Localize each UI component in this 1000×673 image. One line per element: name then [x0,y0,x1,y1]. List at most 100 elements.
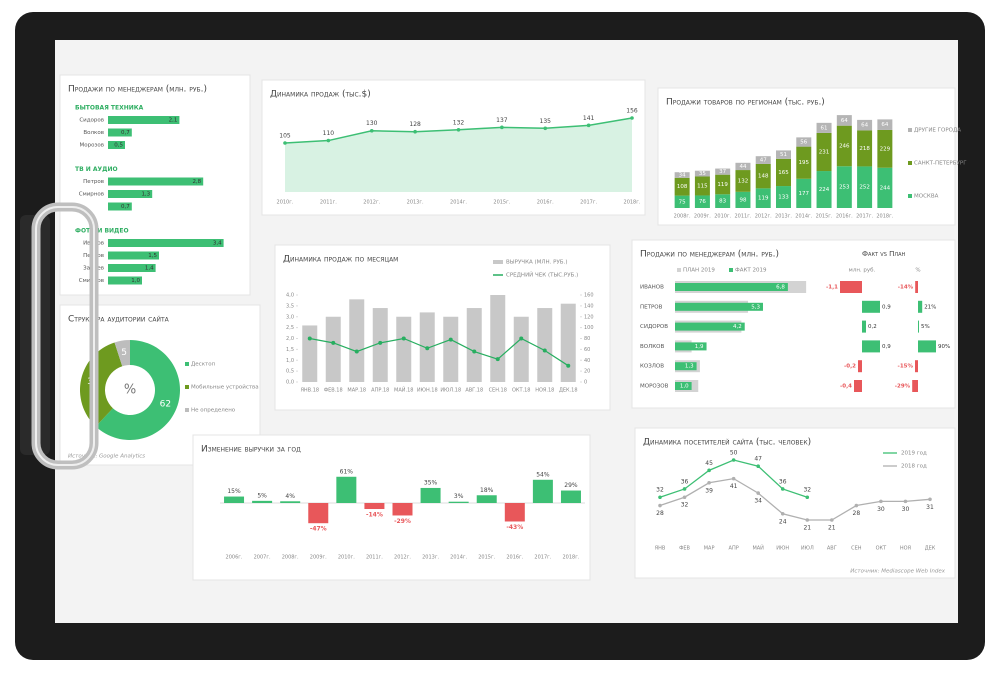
bar [108,190,153,198]
y-tick-label: 1,0 [286,358,294,364]
bar [420,487,441,503]
seg-value: 218 [859,146,870,152]
seg-value: 47 [760,158,767,164]
seg-value: 244 [880,185,891,191]
point [519,336,524,341]
point-label: 29% [564,482,578,489]
bar-segment [857,166,873,208]
x-tick-label: МАЙ [752,545,764,552]
legend-label: 2019 год [901,451,927,457]
row-label: МОРОЗОВ [640,384,669,390]
deviation-label: 90% [938,344,950,350]
point-label: 31 [926,504,934,511]
legend-label: Мобильные устройства [191,384,259,391]
x-tick-label: 2010г. [714,214,731,220]
deviation-label: -15% [898,364,914,370]
point-label: 141 [583,115,595,122]
bar-segment [715,174,731,195]
fact-bar [675,283,788,291]
y-tick-label: 80 [584,336,590,342]
x-tick-label: 2015г. [478,555,495,561]
bar [466,308,482,382]
bar-segment [735,170,751,192]
seg-value: 34 [679,173,686,179]
bar-value: 2,1 [169,118,178,124]
legend-swatch [185,385,189,389]
bar-segment [877,119,893,130]
bar-value: 3,4 [213,241,222,247]
y-tick-label: 60 [584,347,590,353]
x-tick-label: АВГ [827,546,837,552]
seg-value: 76 [699,199,706,205]
deviation-label: 5% [921,324,930,330]
x-tick-label: МАЙ.18 [394,387,413,394]
seg-value: 5,3 [751,304,760,310]
deviation_pct-bar [915,360,918,373]
point [401,336,406,341]
panel [634,427,956,579]
point-label neg-label: -29% [394,518,411,525]
legend-swatch [908,128,912,132]
seg-value: 108 [677,184,688,190]
bar-value: 0,7 [121,130,130,136]
legend-label: Десктоп [191,362,216,368]
point [326,138,331,143]
point-label: 41 [730,483,738,490]
seg-value: 37 [719,169,726,175]
bar-segment [674,177,690,196]
row-label: Петров [83,179,104,185]
bar-segment [674,172,690,178]
point [630,116,634,120]
point [413,129,417,134]
bar [476,495,497,503]
line [659,477,931,521]
panel-title: Динамика продаж по месяцам [283,255,398,265]
point [456,127,461,132]
legend-swatch [677,268,681,272]
y-tick-label: 140 [584,303,594,309]
point-label: 32 [656,487,664,494]
x-tick-label: 2014г. [450,555,467,561]
deviation-bar [862,300,880,313]
x-tick-label: АПР [729,546,739,552]
x-tick-label: 2012г. [394,555,411,561]
seg-value: 165 [778,170,789,176]
bar [349,299,365,382]
x-tick-label: 2011г. [366,555,383,561]
x-tick-label: 2007г. [254,555,271,561]
y-tick-label: 3,0 [286,314,294,320]
deviation-label: 0,2 [868,324,877,330]
line [659,459,808,498]
bar-segment [857,130,873,167]
panel-title: Продажи по менеджерам (млн. руб.) [68,85,207,95]
x-tick-label: 2015г. [816,214,833,220]
deviation-bar [854,380,862,392]
bar-value: 2,8 [192,179,201,185]
y-tick-label: 40 [584,358,590,364]
bar-segment [755,156,771,164]
bar-segment [796,137,812,147]
bar-segment [674,195,690,208]
y-tick-label: 2,5 [286,325,294,331]
source: Источник: Google Analytics [68,454,145,460]
bar [537,308,553,382]
point [566,363,571,368]
seg-value: 64 [861,123,868,129]
donut-slice [114,340,130,367]
point-label: 36 [779,478,787,485]
bar [302,325,318,382]
point-label: 24 [779,518,787,525]
legend-label: СРЕДНИЙ ЧЕК (ТЫС.РУБ.) [506,272,578,279]
bar [108,128,132,137]
point-label: 105 [279,133,291,140]
center-label: % [124,383,136,398]
point-label: 30 [877,506,885,513]
legend-swatch [185,362,189,366]
point-label: 3% [454,493,464,500]
legend-label: МОСКВА [914,194,939,200]
seg-value: 98 [739,197,746,203]
row-label: Волков [83,130,104,136]
x-tick-label: ОКТ [876,546,887,552]
x-tick-label: 2013г. [422,555,439,561]
